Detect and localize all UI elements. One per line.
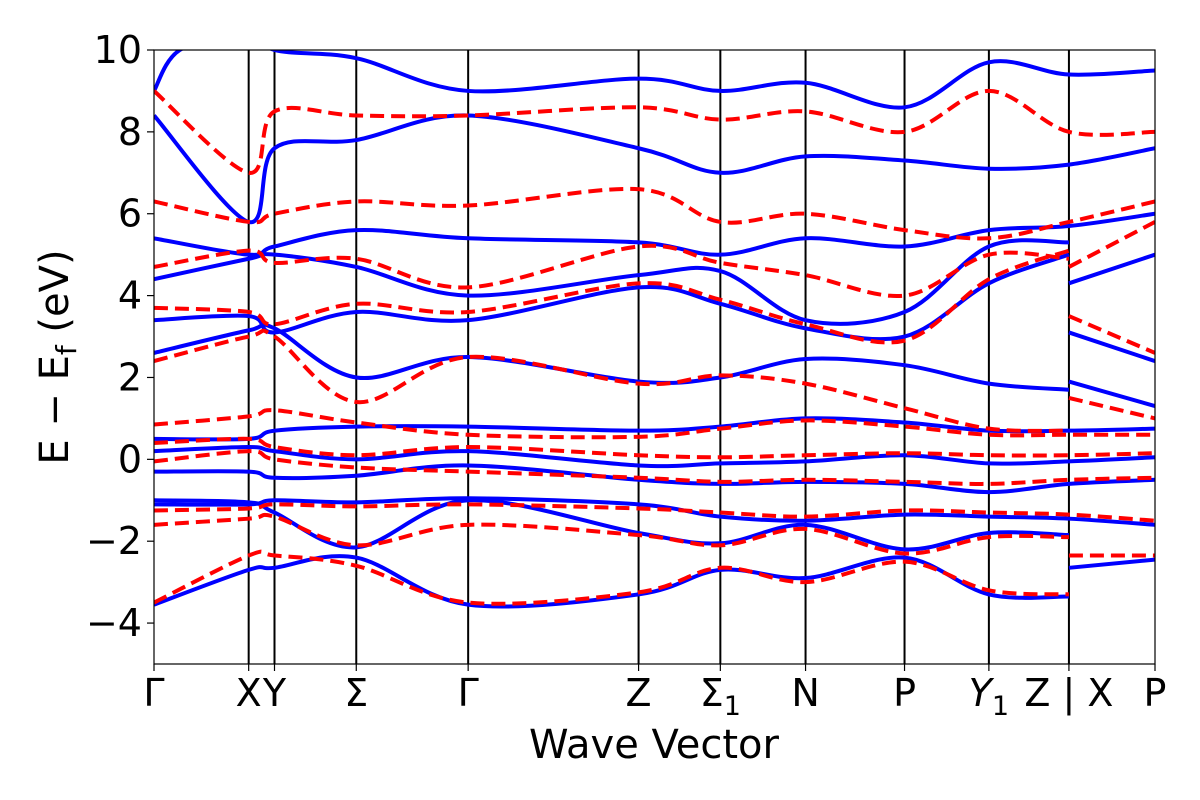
y-tick-label: 4: [118, 274, 142, 318]
x-tick-label-main: Z | X: [1024, 671, 1113, 716]
y-tick-label: 8: [118, 110, 142, 154]
x-tick-label-main: P: [1144, 671, 1167, 715]
y-axis-label-main: E − E: [32, 355, 78, 465]
band-line-solid: [154, 322, 1070, 392]
x-tick-label-main: Y: [262, 671, 287, 715]
band-line-solid: [154, 416, 1155, 442]
x-tick-label: X: [236, 671, 262, 715]
band-line-dashed: [154, 549, 1070, 606]
band-line-solid: [154, 463, 1155, 495]
x-tick-label: Y1: [969, 671, 1009, 722]
band-line-dashed: [154, 186, 1155, 241]
band-line-dashed: [1068, 395, 1155, 421]
x-tick-label: Σ: [344, 671, 368, 715]
x-tick-label-main: Γ: [458, 671, 479, 715]
plot-frame: [153, 49, 1156, 665]
band-line-solid: [1068, 252, 1155, 286]
band-lines: [154, 50, 1155, 609]
band-line-solid: [154, 238, 1070, 326]
band-line-dashed: [154, 248, 1070, 345]
x-tick-label-main: P: [893, 671, 916, 715]
x-tick-label-main: Γ: [143, 671, 164, 715]
x-tick-label-main: N: [791, 671, 819, 715]
x-tick-label: Z | X: [1024, 671, 1113, 716]
band-line-dashed: [154, 408, 1155, 440]
y-axis-label-sub: f: [50, 344, 83, 355]
high-symmetry-lines: [247, 50, 1070, 664]
band-line-solid: [154, 445, 1155, 469]
band-line-solid: [154, 498, 1069, 552]
x-tick-label: P: [1144, 671, 1167, 715]
band-line-solid: [154, 113, 1155, 224]
x-tick-label-main: Σ: [344, 671, 368, 715]
x-tick-label: Z: [626, 671, 652, 715]
y-tick-label: 0: [118, 437, 142, 481]
band-line-dashed: [154, 502, 1155, 523]
band-line-solid: [1068, 330, 1155, 363]
y-tick-label: 6: [118, 192, 142, 236]
x-tick-label-main: X: [236, 671, 262, 715]
band-line-solid: [154, 554, 1069, 609]
band-line-dashed: [1068, 314, 1155, 355]
y-axis-label-unit: (eV): [32, 249, 78, 345]
x-tick-label: Γ: [458, 671, 479, 715]
y-tick-label: −2: [86, 519, 142, 563]
x-tick-label: Γ: [143, 671, 164, 715]
band-line-dashed: [154, 328, 1069, 433]
x-tick-label: N: [791, 671, 819, 715]
y-tick-label: 10: [94, 28, 142, 72]
x-tick-label-main: Y: [969, 671, 995, 715]
y-tick-label: −4: [86, 601, 142, 645]
band-line-dashed: [154, 512, 1069, 556]
x-tick-label-sub: 1: [724, 691, 741, 722]
band-line-solid: [154, 211, 1155, 257]
band-line-solid: [154, 50, 1155, 110]
band-line-dashed: [1068, 220, 1155, 269]
x-tick-label-sub: 1: [992, 691, 1009, 722]
y-axis-label: E − Ef (eV): [32, 249, 83, 464]
x-axis-label: Wave Vector: [529, 722, 780, 768]
y-tick-label: 2: [118, 355, 142, 399]
band-line-dashed: [154, 88, 1155, 175]
x-tick-label-main: Z: [626, 671, 652, 715]
x-tick-label: Y: [262, 671, 287, 715]
band-line-solid: [1068, 379, 1155, 409]
band-line-solid: [154, 252, 1070, 342]
x-tick-label: P: [893, 671, 916, 715]
x-tick-label-main: Σ: [700, 671, 724, 715]
band-line-solid: [1068, 557, 1155, 570]
y-axis: −4 −2 0 2 4 6 8 10: [86, 28, 154, 645]
band-line-dashed: [154, 243, 1070, 299]
x-tick-label: Σ1: [700, 671, 741, 722]
